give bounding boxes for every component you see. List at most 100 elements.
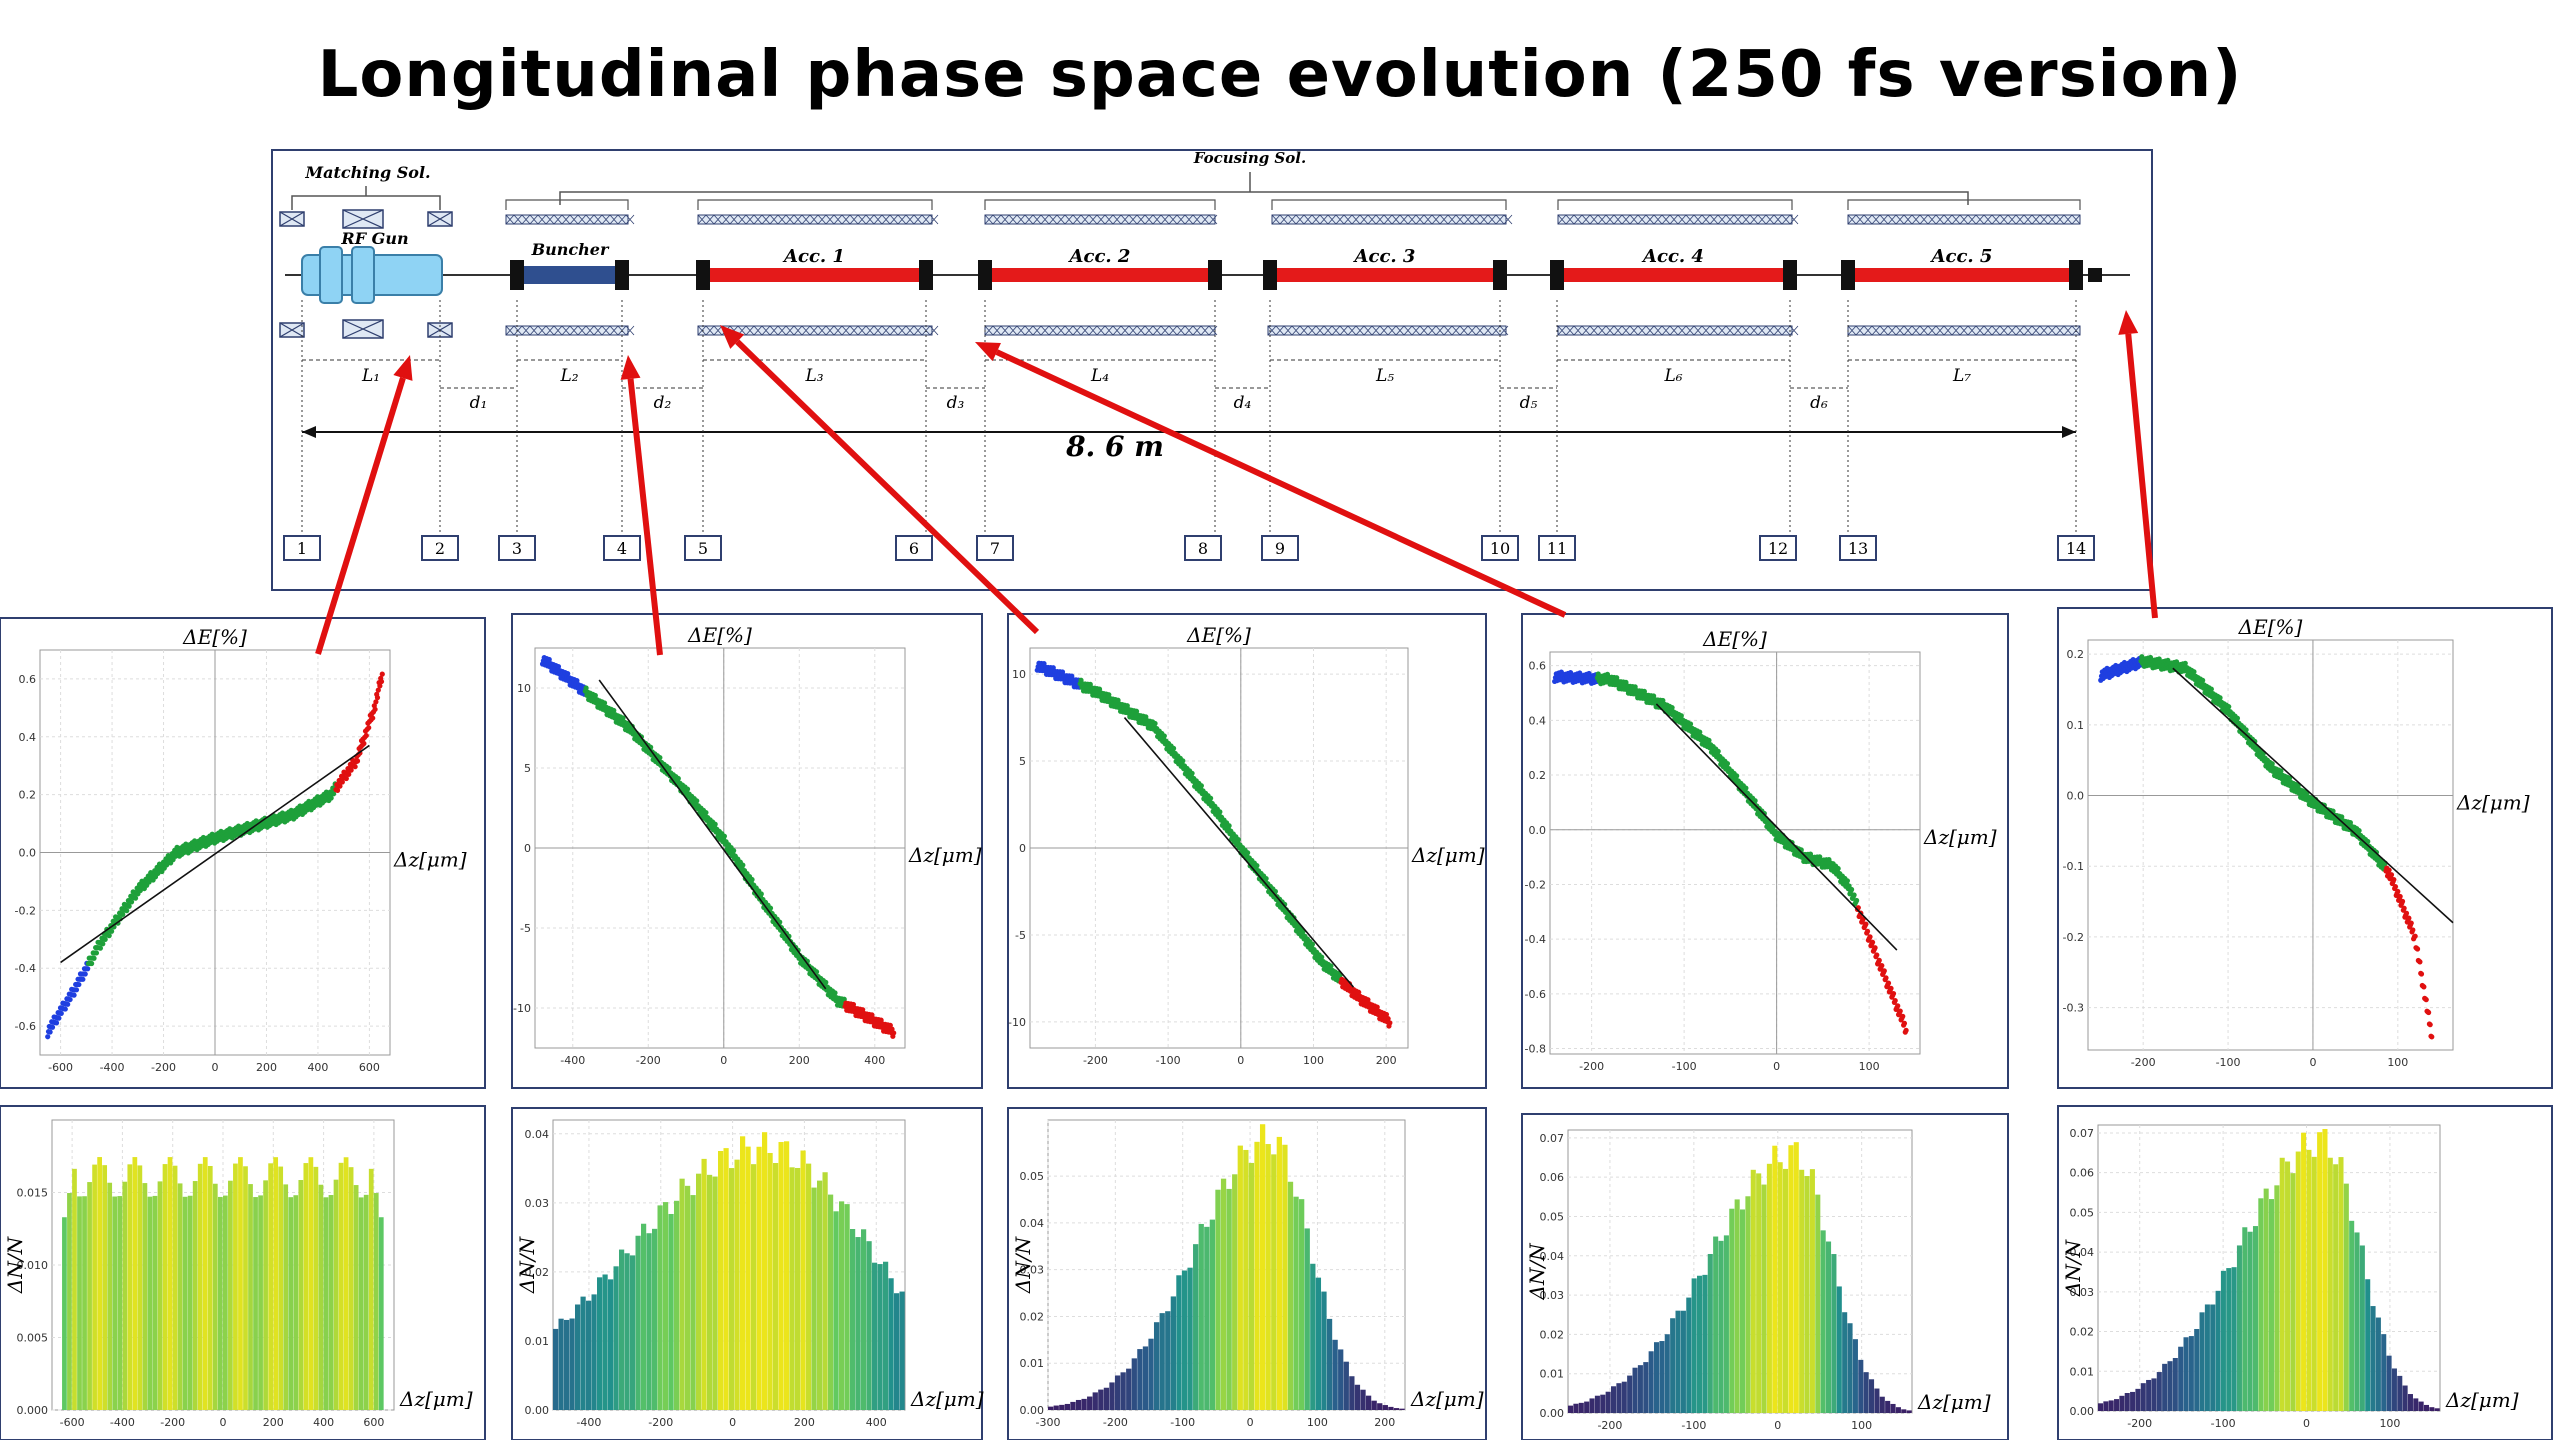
y-tick-label: 0.0 xyxy=(1529,824,1547,837)
histogram-bar xyxy=(1332,1339,1338,1410)
histogram-bar xyxy=(1243,1149,1249,1410)
x-tick-label: 600 xyxy=(363,1416,384,1429)
station-box xyxy=(283,535,321,561)
particle-point xyxy=(1254,863,1260,869)
particle-point xyxy=(80,976,86,982)
x-axis-label: Δz[μm] xyxy=(2456,791,2530,815)
histogram-bar xyxy=(1783,1168,1789,1413)
particle-point xyxy=(76,981,82,988)
focusing-solenoid-chain xyxy=(1271,214,1513,225)
matching-solenoid xyxy=(342,319,384,339)
particle-point xyxy=(2406,915,2412,921)
particle-point xyxy=(1356,989,1362,995)
x-tick-label: 0 xyxy=(2303,1417,2310,1430)
y-axis-label: ΔE[%] xyxy=(182,625,247,649)
x-tick-label: -200 xyxy=(2131,1056,2156,1069)
histogram-bar xyxy=(1691,1278,1697,1413)
histogram-bar xyxy=(2418,1401,2424,1411)
particle-point xyxy=(67,996,73,1003)
particle-point xyxy=(343,775,349,782)
histogram-bar xyxy=(2301,1132,2307,1411)
particle-point xyxy=(2191,669,2197,675)
histogram-bar xyxy=(313,1166,319,1410)
histogram-bar xyxy=(872,1262,878,1410)
histogram-bar xyxy=(1707,1253,1713,1413)
histogram-bar xyxy=(2317,1132,2323,1411)
particle-point xyxy=(2418,971,2425,977)
station-box xyxy=(895,535,933,561)
histogram-bar xyxy=(1756,1173,1762,1413)
particle-point xyxy=(2426,1009,2432,1016)
histogram-bar xyxy=(701,1158,707,1410)
y-tick-label: -0.3 xyxy=(2063,1002,2084,1015)
histogram-bar xyxy=(1664,1334,1670,1413)
particle-point xyxy=(2401,905,2407,911)
histogram-bar xyxy=(2322,1129,2328,1411)
histogram-bar xyxy=(223,1195,228,1410)
x-tick-label: 100 xyxy=(1859,1060,1880,1073)
x-axis-label: Δz[μm] xyxy=(393,848,467,872)
y-axis-label: ΔE[%] xyxy=(1186,623,1251,647)
y-tick-label: -0.6 xyxy=(15,1020,36,1033)
arrow-head xyxy=(975,342,1001,362)
histogram-bar xyxy=(1070,1401,1076,1410)
particle-point xyxy=(1383,1011,1390,1018)
histogram-bar xyxy=(800,1150,806,1410)
y-tick-label: 0 xyxy=(1019,842,1026,855)
histogram-bar xyxy=(2274,1185,2280,1411)
particle-point xyxy=(1133,708,1140,714)
linear-fit-line xyxy=(60,744,370,964)
particle-point xyxy=(2386,867,2392,873)
x-tick-label: 100 xyxy=(1303,1054,1324,1067)
histogram-bar xyxy=(1142,1346,1149,1410)
histogram-bar xyxy=(553,1328,559,1410)
particle-point xyxy=(373,699,379,705)
y-tick-label: 0.4 xyxy=(19,731,37,744)
histogram-bar xyxy=(630,1255,636,1410)
y-axis-label: ΔE[%] xyxy=(687,623,752,647)
histogram-bar xyxy=(1826,1241,1832,1413)
particle-point xyxy=(71,992,77,998)
drift-label: d₁ xyxy=(470,393,488,413)
histogram-bar xyxy=(2327,1157,2333,1411)
x-tick-label: -200 xyxy=(151,1061,176,1074)
flange xyxy=(1550,260,1564,290)
station-box xyxy=(498,535,536,561)
histogram-bar xyxy=(2365,1279,2371,1411)
focusing-solenoid-chain xyxy=(984,214,1218,225)
particle-point xyxy=(1863,921,1869,927)
length-label: L₇ xyxy=(1952,366,1971,386)
histogram-bar xyxy=(1686,1297,1692,1413)
histogram-bar xyxy=(2204,1304,2210,1411)
histogram-bar xyxy=(233,1163,238,1410)
histogram-bar xyxy=(1578,1402,1584,1413)
particle-point xyxy=(106,933,112,939)
flange xyxy=(615,260,629,290)
particle-point xyxy=(1170,745,1177,751)
histogram-bar xyxy=(1393,1408,1400,1410)
station-box xyxy=(603,535,641,561)
histogram-bar xyxy=(2359,1245,2365,1411)
particle-point xyxy=(132,895,139,901)
histogram-bar xyxy=(1809,1169,1815,1413)
particle-point xyxy=(2388,872,2395,878)
particle-point xyxy=(348,767,354,773)
particle-point xyxy=(2347,820,2353,826)
y-tick-label: 0.2 xyxy=(2067,648,2085,661)
histogram-bar xyxy=(238,1157,243,1410)
particle-point xyxy=(703,809,709,816)
particle-point xyxy=(1743,785,1749,791)
x-tick-label: -100 xyxy=(1170,1416,1195,1429)
histogram-bar xyxy=(348,1167,354,1410)
histogram-bar xyxy=(182,1196,188,1410)
particle-point xyxy=(346,771,352,777)
particle-point xyxy=(1328,963,1334,969)
y-tick-label: -0.2 xyxy=(2063,931,2084,944)
x-tick-label: -200 xyxy=(636,1054,661,1067)
particle-point xyxy=(1096,686,1103,692)
particle-point xyxy=(65,1001,71,1007)
histogram-bar xyxy=(2397,1375,2403,1411)
particle-point xyxy=(1901,1020,1908,1026)
particle-point xyxy=(102,936,108,943)
